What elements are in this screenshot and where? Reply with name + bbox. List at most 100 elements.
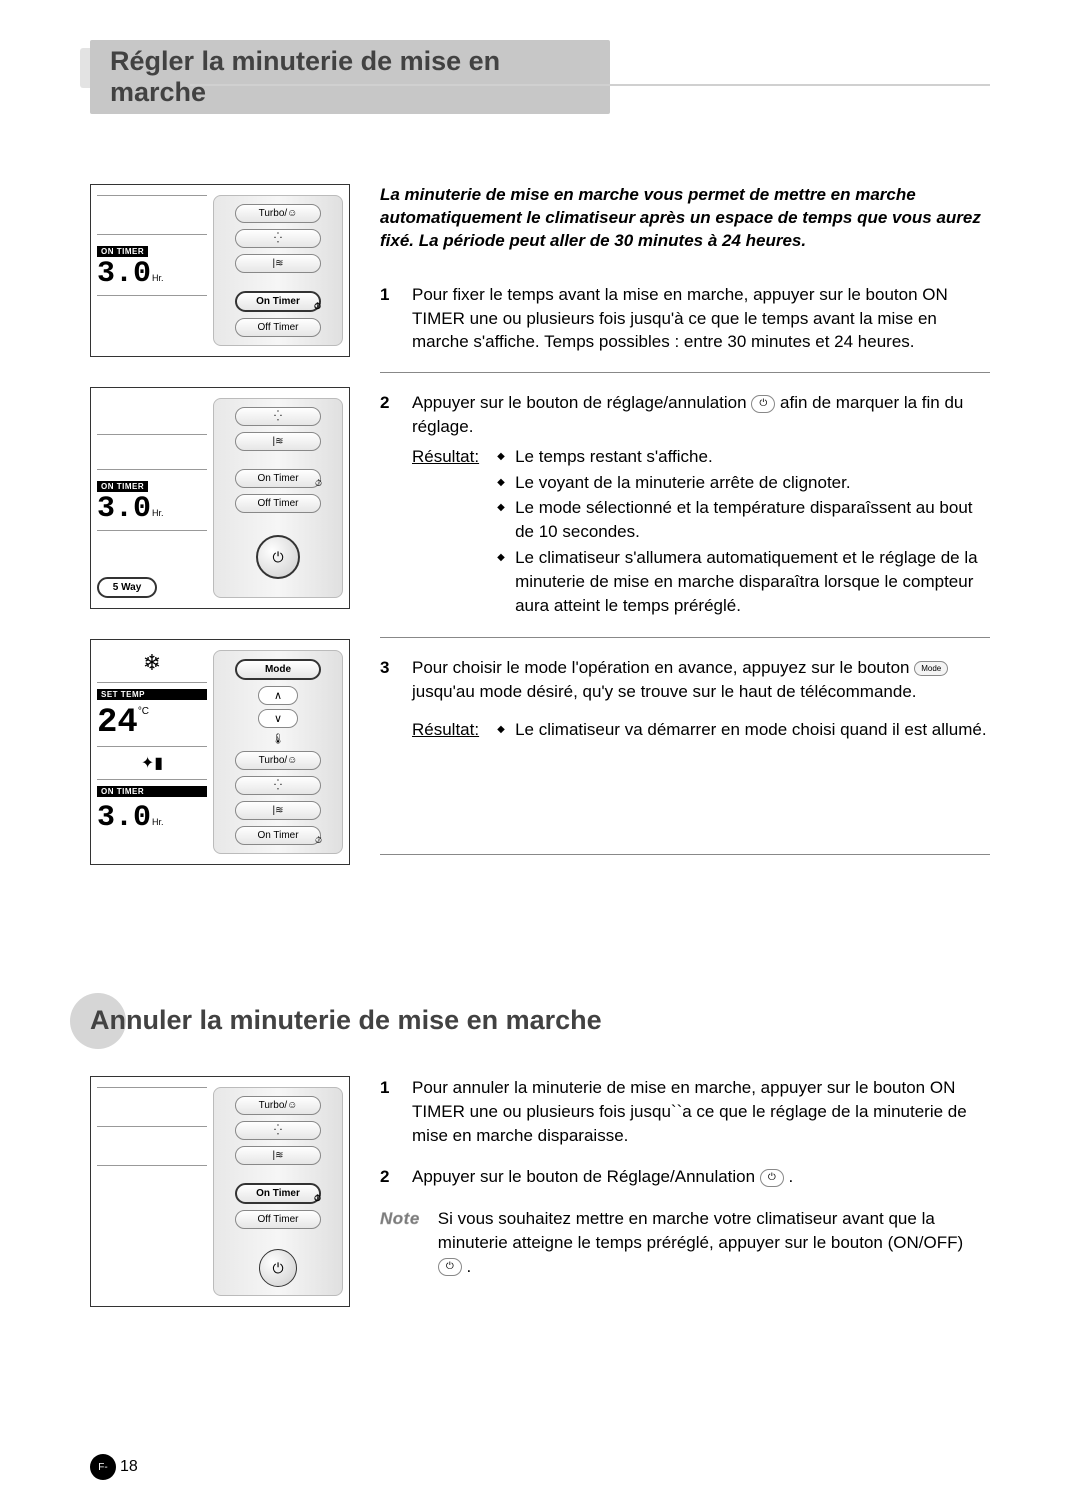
lcd-on-timer-badge: ON TIMER [97,246,148,257]
step-body: Pour fixer le temps avant la mise en mar… [412,283,990,354]
five-way-button[interactable]: 5 Way [97,577,157,598]
remote-figure-1: ON TIMER 3.0Hr. Turbo/☺ ⁛ |≋ On Timer⏱ O… [90,184,350,357]
swing-button[interactable]: ⁛ [235,1121,321,1140]
separator [380,637,990,638]
step-1: 1 Pour fixer le temps avant la mise en m… [380,283,990,354]
button-panel: ⁛ |≋ On Timer⏱ Off Timer ⏻ [213,398,343,598]
page-number-value: 18 [120,1458,138,1476]
separator [380,372,990,373]
lcd-panel: ❄ SET TEMP 24°C ✦▮ ON TIMER 3.0Hr. [97,650,207,854]
button-panel: Turbo/☺ ⁛ |≋ On Timer⏱ Off Timer ⏻ [213,1087,343,1296]
note-label: Note [380,1207,420,1278]
temp-updown: ∧ ∨ [258,686,298,728]
on-timer-button[interactable]: On Timer⏱ [235,291,321,312]
lcd-temp: 24 [97,704,138,742]
on-timer-button[interactable]: On Timer⏱ [235,469,321,488]
step-body: Appuyer sur le bouton de réglage/annulat… [412,391,990,619]
fan-icon: ✦▮ [97,753,207,773]
lcd-panel [97,1087,207,1296]
note-block: Note Si vous souhaitez mettre en marche … [380,1207,990,1278]
set-cancel-button[interactable]: ⏻ [256,535,300,579]
result-block: Résultat: Le temps restant s'affiche. Le… [412,445,990,620]
bullet-item: Le temps restant s'affiche. [497,445,990,469]
section2-title-block: Annuler la minuterie de mise en marche [90,1005,990,1036]
off-timer-button[interactable]: Off Timer [235,494,321,513]
separator [380,854,990,855]
lcd-on-timer-badge: ON TIMER [97,481,148,492]
set-cancel-button[interactable]: ⏻ [259,1249,297,1287]
step-body: Pour annuler la minuterie de mise en mar… [412,1076,990,1147]
bullet-item: Le mode sélectionné et la température di… [497,496,990,544]
turbo-button[interactable]: Turbo/☺ [235,1096,321,1115]
on-timer-button[interactable]: On Timer⏱ [235,826,321,845]
title-block: Régler la minuterie de mise en marche [90,40,990,114]
page-title: Régler la minuterie de mise en marche [110,46,590,108]
off-timer-button[interactable]: Off Timer [235,318,321,337]
bullet-item: Le climatiseur s'allumera automatiquemen… [497,546,990,617]
snowflake-icon: ❄ [97,650,207,676]
step-3: 3 Pour choisir le mode l'opération en av… [380,656,990,743]
vane-button[interactable]: |≋ [235,801,321,820]
step-number: 2 [380,1165,398,1189]
button-panel: Mode ∧ ∨ 🌡 Turbo/☺ ⁛ |≋ On Timer⏱ [213,650,343,854]
section-annuler: Annuler la minuterie de mise en marche T… [90,1005,990,1337]
power-icon: ⏻ [438,1258,462,1276]
temp-down-button[interactable]: ∨ [258,709,298,728]
vane-button[interactable]: |≋ [235,254,321,273]
mode-pill-icon: Mode [914,661,948,676]
step-body: Appuyer sur le bouton de Réglage/Annulat… [412,1165,990,1189]
lcd-panel: ON TIMER 3.0Hr. 5 Way [97,398,207,598]
lcd-panel: ON TIMER 3.0Hr. [97,195,207,346]
intro-text: La minuterie de mise en marche vous perm… [380,184,990,253]
lcd-time: 3.0 [97,257,151,291]
set-cancel-icon: ⏻ [751,395,775,413]
step-2: 2 Appuyer sur le bouton de réglage/annul… [380,391,990,619]
section2-title: Annuler la minuterie de mise en marche [90,1005,990,1036]
section2-columns: Turbo/☺ ⁛ |≋ On Timer⏱ Off Timer ⏻ 1 Pou… [90,1076,990,1337]
step-number: 2 [380,391,398,619]
page-number: F- 18 [90,1454,138,1480]
right-column: 1 Pour annuler la minuterie de mise en m… [380,1076,990,1337]
lcd-time-unit: Hr. [152,273,164,283]
title-underline [190,84,990,86]
step-number: 3 [380,656,398,743]
left-column: ON TIMER 3.0Hr. Turbo/☺ ⁛ |≋ On Timer⏱ O… [90,184,350,895]
set-cancel-icon: ⏻ [760,1169,784,1187]
vane-button[interactable]: |≋ [235,1146,321,1165]
lcd-time: 3.0 [97,492,151,526]
on-timer-button[interactable]: On Timer⏱ [235,1183,321,1204]
turbo-button[interactable]: Turbo/☺ [235,751,321,770]
step-number: 1 [380,283,398,354]
main-columns: ON TIMER 3.0Hr. Turbo/☺ ⁛ |≋ On Timer⏱ O… [90,184,990,895]
page-prefix-badge: F- [90,1454,116,1480]
turbo-button[interactable]: Turbo/☺ [235,204,321,223]
page: Régler la minuterie de mise en marche ON… [90,40,990,1337]
bullet-item: Le climatiseur va démarrer en mode chois… [497,718,987,742]
note-text: Si vous souhaitez mettre en marche votre… [438,1207,990,1278]
remote-figure-3: ❄ SET TEMP 24°C ✦▮ ON TIMER 3.0Hr. Mode … [90,639,350,865]
left-column: Turbo/☺ ⁛ |≋ On Timer⏱ Off Timer ⏻ [90,1076,350,1337]
step-number: 1 [380,1076,398,1147]
lcd-set-temp-badge: SET TEMP [97,689,207,700]
bullet-item: Le voyant de la minuterie arrête de clig… [497,471,990,495]
result-label: Résultat: [412,718,479,744]
button-panel: Turbo/☺ ⁛ |≋ On Timer⏱ Off Timer [213,195,343,346]
remote-figure-2: ON TIMER 3.0Hr. 5 Way ⁛ |≋ On Timer⏱ Off… [90,387,350,609]
swing-button[interactable]: ⁛ [235,776,321,795]
step-2: 2 Appuyer sur le bouton de Réglage/Annul… [380,1165,990,1189]
result-bullets: Le climatiseur va démarrer en mode chois… [497,718,987,744]
remote-figure-4: Turbo/☺ ⁛ |≋ On Timer⏱ Off Timer ⏻ [90,1076,350,1307]
result-label: Résultat: [412,445,479,620]
temp-up-button[interactable]: ∧ [258,686,298,705]
step-1: 1 Pour annuler la minuterie de mise en m… [380,1076,990,1147]
swing-button[interactable]: ⁛ [235,407,321,426]
result-block: Résultat: Le climatiseur va démarrer en … [412,718,990,744]
title-bar: Régler la minuterie de mise en marche [90,40,610,114]
step-body: Pour choisir le mode l'opération en avan… [412,656,990,743]
vane-button[interactable]: |≋ [235,432,321,451]
swing-button[interactable]: ⁛ [235,229,321,248]
off-timer-button[interactable]: Off Timer [235,1210,321,1229]
mode-button[interactable]: Mode [235,659,321,680]
right-column: La minuterie de mise en marche vous perm… [380,184,990,895]
result-bullets: Le temps restant s'affiche. Le voyant de… [497,445,990,620]
